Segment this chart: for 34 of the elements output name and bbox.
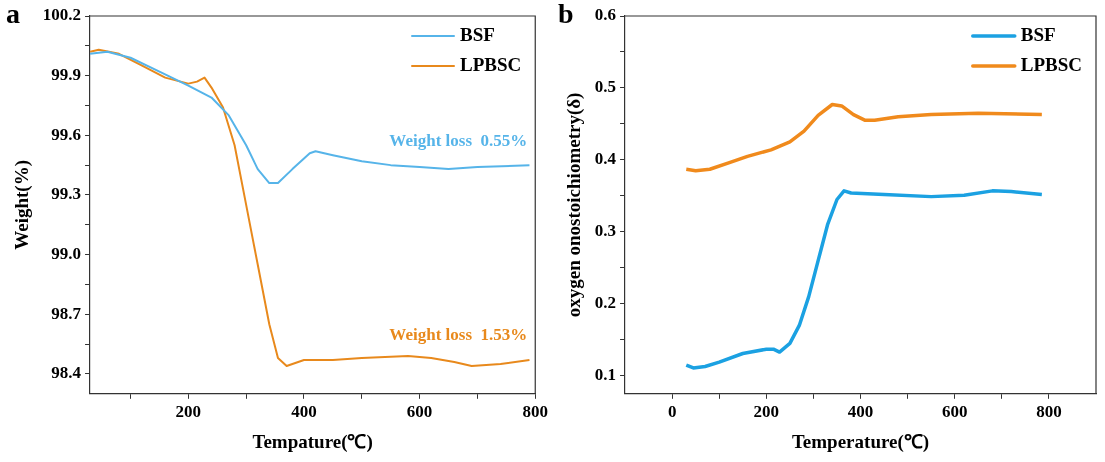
y-tick-label: 99.6: [51, 124, 82, 144]
x-axis-title: Tempature(℃): [252, 430, 373, 453]
y-axis-title: oxygen onostoichiometry(δ): [563, 92, 586, 318]
x-tick-label: 200: [753, 402, 780, 422]
x-tick-label: 600: [406, 402, 433, 422]
y-tick-label: 0.3: [594, 221, 617, 241]
x-tick-label: 200: [175, 402, 202, 422]
y-tick-label: 0.1: [594, 365, 617, 385]
y-tick-label: 99.3: [51, 184, 82, 204]
y-tick-label: 0.6: [594, 5, 617, 25]
annotation: Weight loss 1.53%: [389, 325, 528, 345]
y-tick-label: 98.7: [51, 303, 82, 323]
x-axis-title: Temperature(℃): [791, 430, 930, 453]
legend-label: BSF: [460, 23, 495, 45]
y-tick-label: 0.5: [594, 77, 617, 97]
x-tick-label: 400: [291, 402, 317, 422]
chart-title: b: [558, 0, 574, 30]
y-tick-label: 99.9: [51, 65, 82, 85]
legend-label: LPBSC: [460, 53, 522, 75]
legend-label: LPBSC: [1020, 53, 1083, 75]
chart-title: a: [6, 0, 20, 30]
x-tick-label: 600: [941, 402, 968, 422]
legend-label: BSF: [1020, 23, 1056, 45]
y-tick-label: 99.0: [51, 244, 82, 263]
x-tick-label: 800: [522, 402, 548, 422]
y-tick-label: 100.2: [42, 5, 82, 25]
y-tick-label: 0.2: [594, 293, 617, 313]
y-axis-title: Weight(%): [11, 160, 34, 250]
annotation: Weight loss 0.55%: [389, 130, 528, 150]
x-tick-label: 0: [667, 402, 677, 422]
x-tick-label: 400: [847, 402, 874, 422]
x-tick-label: 800: [1036, 402, 1062, 422]
y-tick-label: 0.4: [594, 149, 617, 169]
y-tick-label: 98.4: [51, 363, 82, 383]
